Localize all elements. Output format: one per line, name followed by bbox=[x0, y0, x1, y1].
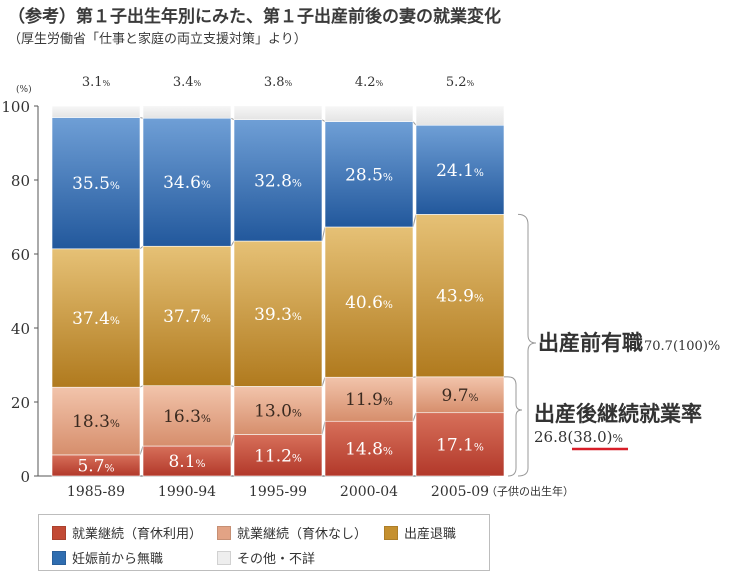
chart-subtitle: （厚生労働省「仕事と家庭の両立支援対策」より） bbox=[8, 32, 307, 47]
connector-line bbox=[412, 121, 417, 126]
connector-line bbox=[321, 421, 326, 435]
legend-swatch-cont-noleave bbox=[217, 525, 231, 540]
data-label: 3.1% bbox=[82, 75, 111, 90]
x-tick-label: 2000-04 bbox=[340, 484, 398, 500]
legend-label: 就業継続（育休利用） bbox=[72, 527, 203, 542]
connector-line bbox=[321, 119, 326, 122]
data-label: 4.2% bbox=[355, 75, 384, 90]
bar-segment-unemployed bbox=[51, 117, 141, 250]
connector-line bbox=[412, 214, 417, 228]
data-label: 35.5% bbox=[72, 174, 120, 194]
connector-line bbox=[139, 116, 144, 119]
legend-item-quit: 出産退職 bbox=[384, 523, 456, 542]
legend-label: 妊娠前から無職 bbox=[72, 552, 164, 567]
legend-swatch-unemployed bbox=[52, 550, 66, 565]
data-label: 40.6% bbox=[345, 293, 393, 313]
connector-line bbox=[230, 117, 235, 121]
connector-line bbox=[139, 445, 144, 456]
x-tick-label: 2005-09 bbox=[431, 484, 489, 500]
bar-segment-other bbox=[233, 105, 323, 120]
bar-segment-quit bbox=[415, 214, 505, 378]
bar-segment-unemployed bbox=[233, 119, 323, 242]
x-tick-label: 1985-89 bbox=[67, 484, 125, 500]
bar-segment-unemployed bbox=[415, 124, 505, 215]
legend-swatch-other bbox=[217, 550, 231, 565]
bar-segment-unemployed bbox=[324, 121, 414, 228]
data-label: 3.4% bbox=[173, 75, 202, 90]
y-axis-unit: (%) bbox=[16, 84, 32, 95]
data-label: 43.9% bbox=[436, 287, 484, 307]
legend-label: 出産退職 bbox=[404, 527, 457, 542]
bar-segment-quit bbox=[51, 248, 141, 388]
bracket-prebirth bbox=[517, 213, 537, 477]
data-label: 16.3% bbox=[163, 407, 211, 427]
bar-segment-cont_noleave bbox=[233, 386, 323, 435]
y-tick-label: 100 bbox=[1, 98, 30, 116]
legend-item-cont-leave: 就業継続（育休利用） bbox=[52, 523, 202, 542]
data-label: 34.6% bbox=[163, 173, 211, 193]
legend-label: その他・不詳 bbox=[237, 552, 316, 567]
data-label: 13.0% bbox=[254, 402, 302, 422]
continue-value: 26.8(38.0)% bbox=[534, 428, 623, 446]
legend-swatch-cont-leave bbox=[52, 525, 66, 540]
bar-segment-unemployed bbox=[142, 117, 232, 247]
bar-segment-quit bbox=[233, 240, 323, 387]
legend: 就業継続（育休利用） 就業継続（育休なし） 出産退職 妊娠前から無職 その他・不… bbox=[38, 514, 490, 571]
bar-segment-other bbox=[415, 105, 505, 126]
connector-line bbox=[139, 385, 144, 388]
legend-item-unemployed: 妊娠前から無職 bbox=[52, 548, 163, 567]
y-tick-label: 80 bbox=[11, 172, 30, 190]
y-tick-label: 20 bbox=[11, 394, 30, 412]
bracket-continue bbox=[507, 376, 523, 477]
legend-item-other: その他・不詳 bbox=[217, 548, 315, 567]
data-label: 39.3% bbox=[254, 305, 302, 325]
x-axis-suffix: （子供の出生年） bbox=[486, 484, 574, 498]
bar-segment-cont_leave bbox=[415, 412, 505, 477]
y-tick-label: 0 bbox=[20, 468, 30, 486]
bar-segment-other bbox=[142, 105, 232, 119]
data-label: 32.8% bbox=[254, 171, 302, 191]
stacked-bar-chart: 020406080100(%)5.7%18.3%37.4%35.5%3.1%8.… bbox=[1, 75, 720, 500]
data-label: 37.4% bbox=[72, 309, 120, 329]
bar-segment-cont_leave bbox=[324, 420, 414, 477]
legend-swatch-quit bbox=[384, 525, 398, 540]
data-label: 3.8% bbox=[264, 75, 293, 90]
bar-segment-other bbox=[51, 105, 141, 118]
connector-line bbox=[139, 245, 144, 250]
bar-segment-cont_noleave bbox=[142, 385, 232, 447]
continue-label: 出産後継続就業率 bbox=[534, 401, 702, 426]
connector-line bbox=[321, 377, 326, 387]
data-label: 14.8% bbox=[345, 440, 393, 460]
y-tick-label: 60 bbox=[11, 246, 30, 264]
data-label: 37.7% bbox=[163, 307, 211, 327]
prebirth-label: 出産前有職 bbox=[538, 330, 643, 355]
bar-segment-cont_noleave bbox=[51, 386, 141, 456]
chart-title: （参考）第１子出生年別にみた、第１子出産前後の妻の就業変化 bbox=[8, 7, 501, 27]
data-label: 28.5% bbox=[345, 165, 393, 185]
bar-segment-cont_leave bbox=[142, 445, 232, 477]
connector-line bbox=[230, 434, 235, 447]
bar-segment-other bbox=[324, 105, 414, 122]
data-label: 11.2% bbox=[254, 446, 302, 466]
legend-item-cont-noleave: 就業継続（育休なし） bbox=[217, 523, 367, 542]
connector-line bbox=[412, 412, 417, 422]
connector-line bbox=[230, 385, 235, 387]
data-label: 11.9% bbox=[345, 390, 393, 410]
data-label: 24.1% bbox=[436, 161, 484, 181]
connector-line bbox=[321, 226, 326, 242]
x-tick-label: 1990-94 bbox=[158, 484, 216, 500]
y-tick-label: 40 bbox=[11, 320, 30, 338]
data-label: 5.2% bbox=[446, 75, 475, 90]
prebirth-value: 70.7(100)% bbox=[644, 339, 720, 354]
legend-label: 就業継続（育休なし） bbox=[237, 527, 368, 542]
bar-segment-quit bbox=[142, 245, 232, 387]
data-label: 18.3% bbox=[72, 412, 120, 432]
data-label: 17.1% bbox=[436, 435, 484, 455]
x-tick-label: 1995-99 bbox=[249, 484, 307, 500]
connector-line bbox=[230, 240, 235, 247]
bar-segment-cont_leave bbox=[233, 434, 323, 477]
